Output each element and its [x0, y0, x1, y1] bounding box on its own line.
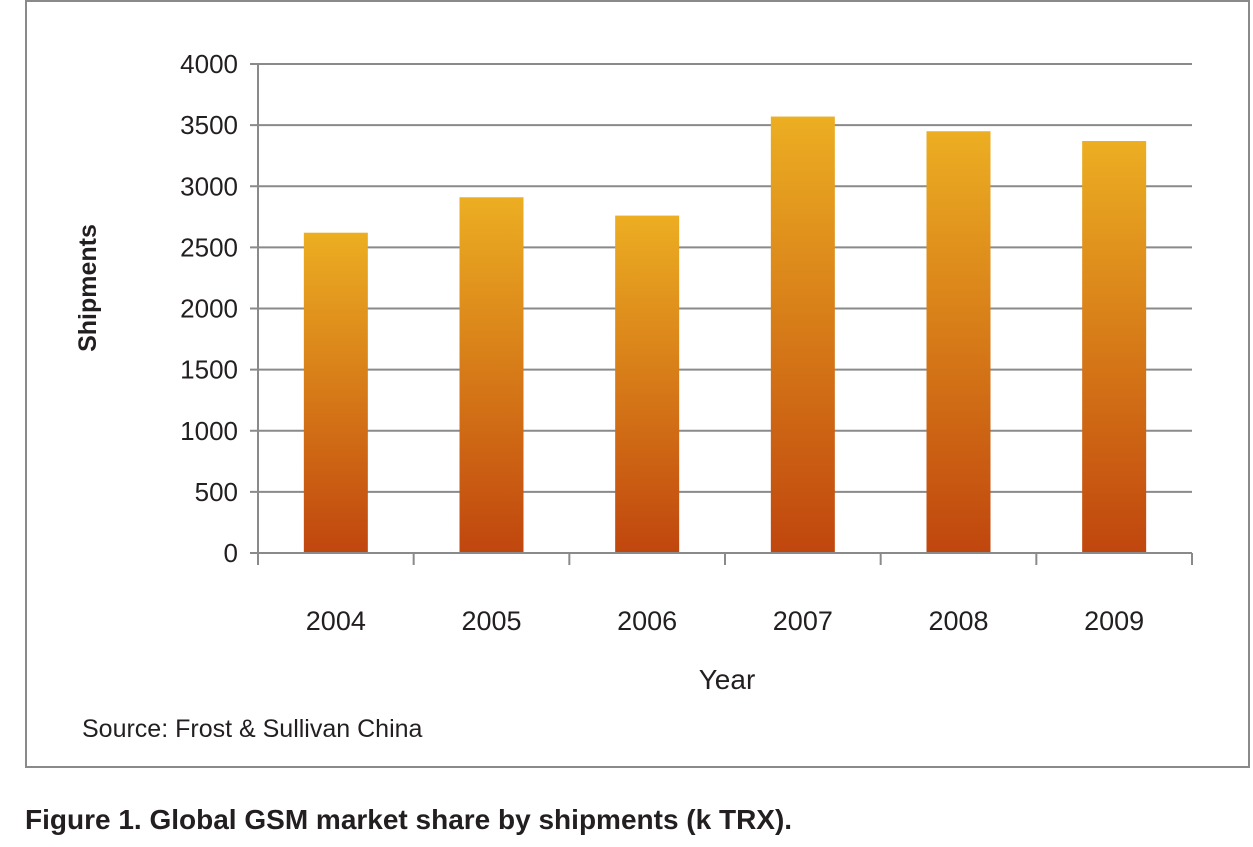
- y-tick-label: 0: [224, 538, 238, 568]
- bar-2007: [770, 116, 835, 553]
- x-axis-title: Year: [699, 664, 756, 695]
- y-tick-label: 2500: [180, 232, 238, 262]
- x-tick-label: 2008: [928, 606, 988, 636]
- tick-labels: 0 500 1000 1500 2000 2500 3000 3500 4000 2004 2005…: [180, 49, 1144, 636]
- y-tick-label: 2000: [180, 294, 238, 324]
- y-tick-label: 3500: [180, 110, 238, 140]
- bar-2008: [926, 131, 991, 554]
- y-tick-label: 500: [195, 477, 238, 507]
- y-tick-label: 1000: [180, 416, 238, 446]
- source-note: Source: Frost & Sullivan China: [82, 715, 423, 743]
- x-tick-label: 2004: [306, 606, 366, 636]
- gridlines: [250, 63, 1192, 493]
- y-tick-label: 1500: [180, 355, 238, 385]
- y-axis-title: Shipments: [74, 224, 102, 352]
- bar-2009: [1082, 141, 1147, 553]
- x-tick-label: 2006: [617, 606, 677, 636]
- x-tick-label: 2007: [773, 606, 833, 636]
- bar-2005: [459, 197, 524, 553]
- x-tick-label: 2009: [1084, 606, 1144, 636]
- bars: [303, 116, 1147, 554]
- x-tick-label: 2005: [461, 606, 521, 636]
- y-tick-label: 4000: [180, 49, 238, 79]
- figure-caption: Figure 1. Global GSM market share by shi…: [25, 804, 793, 835]
- axes: [250, 64, 1193, 565]
- bar-2004: [303, 232, 368, 553]
- y-tick-label: 3000: [180, 171, 238, 201]
- bar-2006: [615, 215, 680, 553]
